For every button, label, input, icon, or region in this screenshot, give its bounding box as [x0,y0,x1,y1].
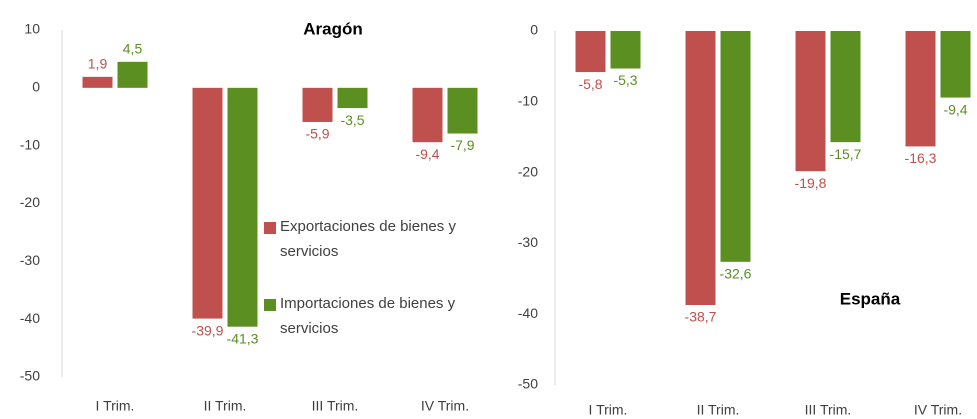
bar [412,87,443,143]
x-tick-label: III Trim. [312,398,359,414]
data-label: -32,6 [720,266,752,282]
bar [720,31,751,262]
bar [685,31,716,305]
y-tick-label: -30 [20,252,40,268]
bar [575,31,606,73]
bar [192,87,223,319]
x-tick-label: III Trim. [805,402,852,418]
data-label: -15,7 [830,146,862,162]
bar [447,87,478,134]
y-tick-label: -50 [518,376,538,392]
bar [905,31,936,147]
legend-label: Importaciones de bienes y servicios [280,295,456,337]
data-label: -5,9 [305,126,329,142]
legend-swatch [264,299,276,311]
data-label: -9,4 [943,101,967,117]
data-label: 4,5 [123,41,143,57]
y-tick-label: -20 [20,194,40,210]
data-label: -5,8 [578,76,602,92]
bar [940,31,971,98]
bar [795,31,826,172]
bar [830,31,861,143]
data-label: -16,3 [905,150,937,166]
bar [610,31,641,69]
data-label: -39,9 [192,322,224,338]
y-tick-label: -40 [518,305,538,321]
chart-title: España [840,289,901,308]
y-tick-label: -20 [518,163,538,179]
legend-swatch [264,222,276,234]
y-tick-label: -10 [518,93,538,109]
bar [82,76,113,88]
x-tick-label: IV Trim. [421,398,469,414]
bar [337,87,368,109]
data-label: -3,5 [340,112,364,128]
y-tick-label: -10 [20,136,40,152]
data-label: -19,8 [795,175,827,191]
y-tick-label: -40 [20,310,40,326]
data-label: -7,9 [450,137,474,153]
y-tick-label: -30 [518,234,538,250]
data-label: -5,3 [613,72,637,88]
data-label: 1,9 [88,56,108,72]
y-tick-label: 0 [32,79,40,95]
data-label: -38,7 [685,309,717,325]
x-tick-label: I Trim. [96,398,135,414]
x-tick-label: II Trim. [204,398,247,414]
legend-label: Exportaciones de bienes y servicios [280,218,456,260]
legend-entry: Exportaciones de bienes y servicios [280,218,456,260]
bar [117,61,148,88]
x-tick-label: I Trim. [589,402,628,418]
y-tick-label: -50 [20,368,40,384]
data-label: -41,3 [227,330,259,346]
data-label: -9,4 [415,146,439,162]
x-tick-label: IV Trim. [914,402,962,418]
y-tick-label: 10 [24,21,40,37]
legend-entry: Importaciones de bienes y servicios [280,295,456,337]
bar [302,87,333,122]
x-tick-label: II Trim. [697,402,740,418]
bar [227,87,258,327]
chart-title: Aragón [303,19,363,38]
y-tick-label: 0 [530,22,538,38]
